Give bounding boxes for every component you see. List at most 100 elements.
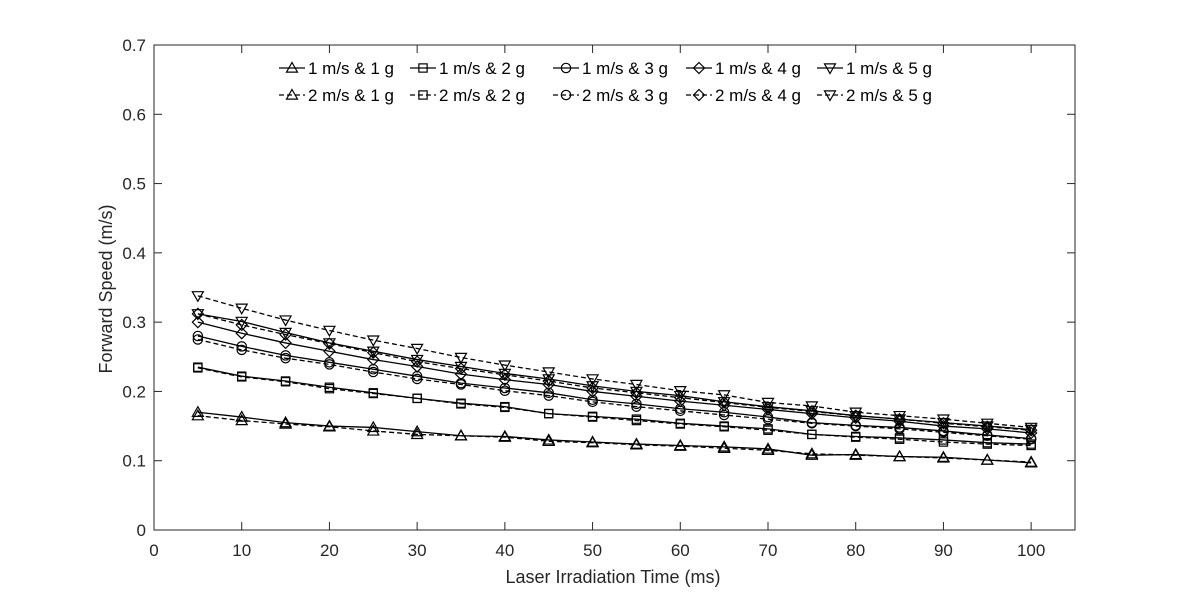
y-tick-label: 0.6 <box>122 105 146 124</box>
y-tick-label: 0 <box>137 521 146 540</box>
data-point <box>631 401 642 412</box>
x-tick-label: 20 <box>320 541 339 560</box>
data-point <box>893 449 907 462</box>
data-point <box>412 393 422 404</box>
data-point <box>936 451 950 463</box>
legend-marker <box>560 62 572 74</box>
data-point <box>761 442 775 454</box>
data-point <box>235 303 249 315</box>
legend-entry-7: 2 m/s & 2 g <box>410 86 525 105</box>
legend-marker <box>560 89 572 101</box>
data-point <box>673 386 687 398</box>
data-point <box>587 396 598 408</box>
data-point <box>542 367 556 379</box>
data-point <box>586 435 600 448</box>
data-point <box>675 419 686 429</box>
x-axis-label: Laser Irradiation Time (ms) <box>505 567 720 587</box>
data-point <box>1024 426 1038 440</box>
data-point <box>368 366 379 378</box>
data-point <box>235 413 249 426</box>
legend-marker <box>285 88 299 100</box>
data-point <box>805 405 819 418</box>
legend-label: 1 m/s & 3 g <box>582 59 668 78</box>
data-point <box>324 383 335 394</box>
y-tick-label: 0.2 <box>122 382 146 401</box>
series-line <box>197 313 1032 431</box>
legend-marker <box>418 90 428 100</box>
data-point <box>235 410 249 422</box>
data-point <box>849 410 863 423</box>
data-point <box>849 407 863 419</box>
data-point <box>894 434 905 444</box>
data-point <box>191 307 205 321</box>
data-point <box>673 391 687 405</box>
series-10 <box>191 291 1038 435</box>
data-point <box>982 430 993 442</box>
series-layer <box>191 291 1038 468</box>
legend-marker <box>692 61 706 75</box>
legend-entry-10: 2 m/s & 5 g <box>817 86 932 105</box>
data-point <box>366 420 380 433</box>
data-point <box>411 373 423 385</box>
data-point <box>324 359 335 370</box>
data-point <box>631 398 642 410</box>
y-tick-label: 0.7 <box>122 36 146 55</box>
axes-layer: 0 10 20 30 40 50 60 70 80 90 100 0 0.1 0.2 0.3 0.4 0.5 0.… <box>122 36 1076 560</box>
data-point <box>191 405 205 417</box>
data-point <box>1026 440 1036 451</box>
legend-entry-3: 1 m/s & 3 g <box>553 59 668 78</box>
series-8 <box>192 334 1037 445</box>
series-line <box>197 321 1032 434</box>
data-point <box>761 397 775 410</box>
legend-entry-4: 1 m/s & 4 g <box>686 59 801 78</box>
data-point <box>893 412 906 426</box>
series-line <box>197 295 1032 429</box>
x-tick-label: 60 <box>671 541 690 560</box>
legend-marker <box>285 61 299 73</box>
data-point <box>630 386 643 400</box>
data-point <box>410 427 424 440</box>
data-point <box>498 430 512 442</box>
data-point <box>936 414 950 426</box>
data-point <box>366 335 380 347</box>
data-point <box>236 372 247 382</box>
data-point <box>1024 455 1038 467</box>
data-point <box>805 447 819 459</box>
data-point <box>236 341 247 352</box>
y-tick-label: 0.3 <box>122 313 146 332</box>
legend-label: 2 m/s & 2 g <box>439 86 525 105</box>
data-point <box>280 350 291 361</box>
data-point <box>807 429 817 440</box>
legend-label: 1 m/s & 4 g <box>715 59 801 78</box>
data-point <box>456 399 466 409</box>
data-point <box>322 325 336 338</box>
data-point <box>368 388 379 399</box>
data-point <box>366 424 380 436</box>
data-point <box>1024 423 1038 437</box>
series-6 <box>191 408 1038 467</box>
x-tick-label: 30 <box>408 541 427 560</box>
y-tick-label: 0.1 <box>122 452 146 471</box>
data-point <box>455 379 467 390</box>
series-line <box>197 411 1032 464</box>
data-point <box>805 401 819 413</box>
x-tick-label: 100 <box>1017 541 1045 560</box>
data-point <box>498 360 512 372</box>
y-tick-label: 0.4 <box>122 244 146 263</box>
data-point <box>586 381 599 395</box>
y-axis-label: Forward Speed (m/s) <box>96 204 116 373</box>
data-point <box>280 352 291 364</box>
data-point <box>366 346 380 359</box>
data-point <box>980 453 994 465</box>
data-point <box>193 363 203 373</box>
data-point <box>410 424 424 437</box>
series-2 <box>193 362 1036 449</box>
data-point <box>279 315 293 327</box>
legend-marker <box>823 63 837 75</box>
y-tick-label: 0.5 <box>122 175 146 194</box>
x-tick-label: 90 <box>934 541 953 560</box>
data-point <box>191 408 205 421</box>
legend-label: 2 m/s & 5 g <box>846 86 932 105</box>
data-point <box>279 415 293 428</box>
data-point <box>191 291 205 303</box>
